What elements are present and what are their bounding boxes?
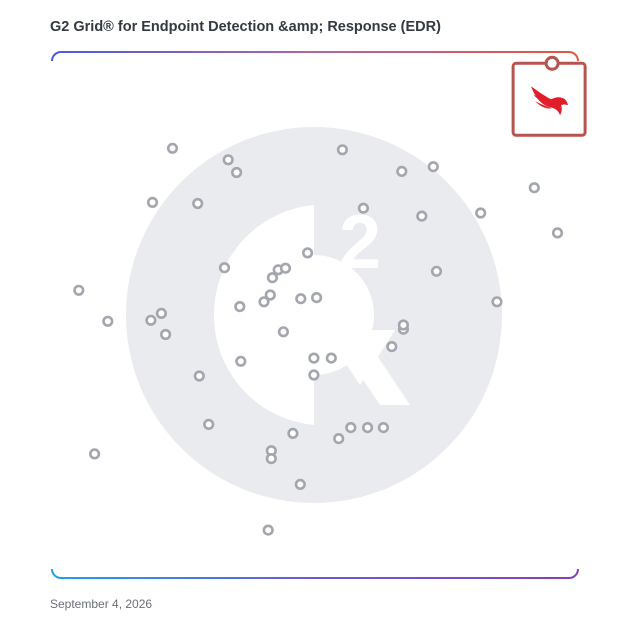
data-point[interactable] [325, 352, 337, 364]
data-point[interactable] [279, 262, 292, 274]
highlight-marker-dot[interactable] [544, 55, 560, 71]
data-point[interactable] [386, 341, 398, 353]
grid-border [51, 51, 579, 579]
data-point[interactable] [258, 296, 270, 308]
data-point[interactable] [73, 284, 85, 296]
data-point[interactable] [333, 433, 345, 445]
data-point[interactable] [430, 265, 443, 277]
data-point[interactable] [265, 453, 277, 465]
data-point[interactable] [377, 422, 390, 434]
data-point[interactable] [145, 314, 157, 326]
data-point[interactable] [264, 289, 276, 301]
data-point[interactable] [102, 315, 114, 327]
data-point[interactable] [295, 293, 307, 305]
data-point[interactable] [336, 144, 349, 156]
data-point[interactable] [475, 207, 487, 219]
data-point[interactable] [396, 165, 408, 177]
data-point[interactable] [266, 272, 279, 284]
data-point[interactable] [397, 319, 410, 331]
data-point[interactable] [193, 370, 205, 382]
data-point[interactable] [234, 301, 246, 313]
watermark-text: 2 [339, 200, 381, 285]
data-point[interactable] [155, 307, 167, 320]
data-point[interactable] [277, 326, 290, 338]
data-point[interactable] [231, 166, 243, 179]
data-point[interactable] [302, 247, 314, 259]
data-point[interactable] [528, 182, 540, 194]
data-point[interactable] [166, 142, 179, 154]
highlighted-product[interactable] [511, 55, 587, 137]
data-point[interactable] [222, 154, 234, 166]
data-point[interactable] [427, 161, 439, 173]
data-point[interactable] [308, 352, 320, 364]
data-point[interactable] [491, 296, 503, 308]
data-point[interactable] [262, 524, 274, 536]
data-point[interactable] [311, 292, 323, 304]
data-points [73, 142, 564, 536]
data-point[interactable] [345, 422, 357, 434]
data-point[interactable] [218, 262, 231, 274]
chart-title: G2 Grid® for Endpoint Detection &amp; Re… [50, 19, 441, 35]
data-point[interactable] [192, 197, 204, 210]
data-point[interactable] [235, 355, 247, 367]
report-date: September 4, 2026 [50, 597, 153, 611]
data-point[interactable] [294, 478, 306, 491]
data-point[interactable] [287, 427, 299, 440]
data-point[interactable] [88, 448, 101, 460]
crowdstrike-falcon-icon [531, 86, 569, 116]
data-point[interactable] [357, 202, 370, 214]
data-point[interactable] [160, 328, 172, 341]
data-point[interactable] [416, 210, 428, 222]
data-point[interactable] [362, 422, 374, 434]
data-point[interactable] [203, 418, 215, 431]
data-point[interactable] [551, 227, 564, 239]
data-point[interactable] [308, 369, 320, 381]
data-point[interactable] [146, 196, 159, 208]
